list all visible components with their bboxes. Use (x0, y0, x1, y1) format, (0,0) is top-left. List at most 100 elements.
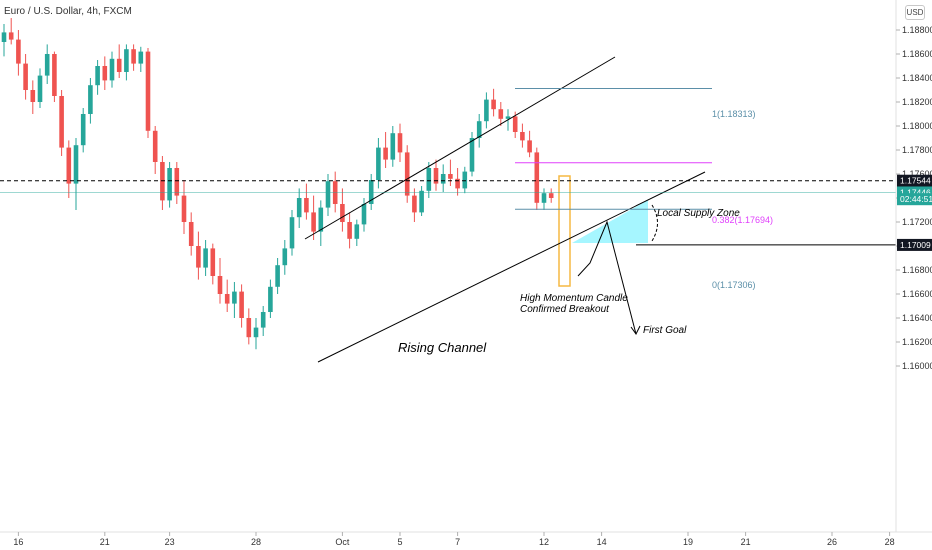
candle-body (318, 207, 324, 232)
price-tick-label: 1.16600 (902, 289, 932, 299)
candle-body (311, 212, 316, 232)
candle-body (268, 286, 273, 312)
candle-body (8, 32, 14, 40)
candle-body (440, 174, 446, 184)
candle-body (397, 133, 403, 153)
candle-body (548, 193, 554, 198)
candle-body (196, 246, 201, 268)
price-tick-label: 1.18800 (902, 25, 932, 35)
candle-body (419, 190, 424, 213)
price-tick-label: 1.18200 (902, 97, 932, 107)
channel-upper-line (304, 56, 616, 240)
projection-arrowhead (630, 325, 641, 335)
candle-body (520, 132, 525, 141)
candle-body (52, 54, 57, 96)
candle-body (217, 276, 223, 294)
candle-body (167, 168, 172, 201)
annotation-lines (0, 56, 896, 363)
candle-body (124, 49, 129, 72)
candle-body (109, 58, 115, 81)
candle-body (145, 51, 151, 131)
price-tick-label: 1.16400 (902, 313, 932, 323)
candle-body (491, 99, 496, 110)
candle-body (347, 222, 352, 239)
candle-body (455, 178, 460, 189)
candle-body (383, 147, 388, 160)
price-tag-box (897, 238, 932, 251)
price-tag-label: 1.17544 (900, 176, 931, 186)
candle-body (224, 294, 230, 304)
candle-body (433, 168, 439, 184)
candle-body (498, 109, 504, 119)
fib-level-0382-label: 0.382(1.17694) (712, 215, 773, 225)
candle-body (246, 318, 252, 338)
candle-body (203, 248, 208, 268)
candle-body (80, 114, 86, 146)
candle-body (412, 195, 417, 213)
price-tag-label: 1.17446 (900, 187, 931, 197)
rising-channel-label: Rising Channel (398, 340, 487, 355)
price-tag-label: 02:44:51 (900, 194, 932, 204)
price-tick-label: 1.16800 (902, 265, 932, 275)
candle-body (275, 265, 280, 287)
candle-body (469, 138, 475, 172)
time-tick-label: 21 (100, 537, 110, 547)
currency-button[interactable]: USD (905, 5, 925, 20)
candle-body (253, 327, 259, 338)
candle-body (527, 140, 532, 153)
candle-body (304, 198, 309, 213)
candle-body (404, 152, 410, 196)
price-tick-label: 1.18400 (902, 73, 932, 83)
candle-body (289, 217, 295, 249)
candle-body (512, 116, 518, 132)
candle-body (102, 66, 108, 81)
candle-body (541, 193, 547, 203)
candle-body (390, 133, 396, 160)
channel-lower-line (317, 171, 706, 363)
candle-body (325, 181, 331, 208)
price-tick-label: 1.18600 (902, 49, 932, 59)
candle-body (59, 96, 64, 148)
candle-body (534, 152, 540, 203)
candle-body (174, 168, 180, 196)
price-tick-label: 1.17600 (902, 169, 932, 179)
candle-body (368, 180, 374, 204)
price-tick-label: 1.16200 (902, 337, 932, 347)
price-tick-label: 1.16000 (902, 361, 932, 371)
candle-body (260, 312, 266, 328)
candle-body (138, 51, 144, 64)
candle-body (361, 204, 367, 225)
candle-body (73, 145, 79, 184)
price-tag-box (897, 174, 932, 187)
candle-body (296, 198, 302, 218)
time-tick-label: 19 (683, 537, 693, 547)
time-tick-label: 21 (741, 537, 751, 547)
candle-body (448, 174, 453, 179)
time-tick-label: 16 (13, 537, 23, 547)
time-axis[interactable]: 16 21 23 28 Oct 5 7 12 14 19 21 26 28 (13, 532, 895, 547)
candle-body (116, 58, 122, 72)
candle-body (376, 147, 381, 180)
time-tick-label: Oct (335, 537, 350, 547)
candle-body (484, 99, 489, 122)
candle-body (1, 32, 7, 42)
candle-body (462, 171, 468, 189)
candle-body (181, 195, 187, 222)
price-tick-label: 1.18000 (902, 121, 932, 131)
price-tag-box (897, 193, 932, 206)
fib-level-0-label: 0(1.17306) (712, 280, 756, 290)
time-tick-label: 12 (539, 537, 549, 547)
candle-body (152, 130, 158, 162)
time-tick-label: 5 (397, 537, 402, 547)
time-tick-label: 14 (597, 537, 607, 547)
time-tick-label: 28 (885, 537, 895, 547)
time-tick-label: 23 (165, 537, 175, 547)
candle-body (476, 121, 482, 138)
price-tick-label: 1.17800 (902, 145, 932, 155)
candle-body (16, 39, 21, 64)
breakout-note-line1: High Momentum Candle (520, 293, 628, 304)
breakout-note-line2: Confirmed Breakout (520, 304, 610, 315)
